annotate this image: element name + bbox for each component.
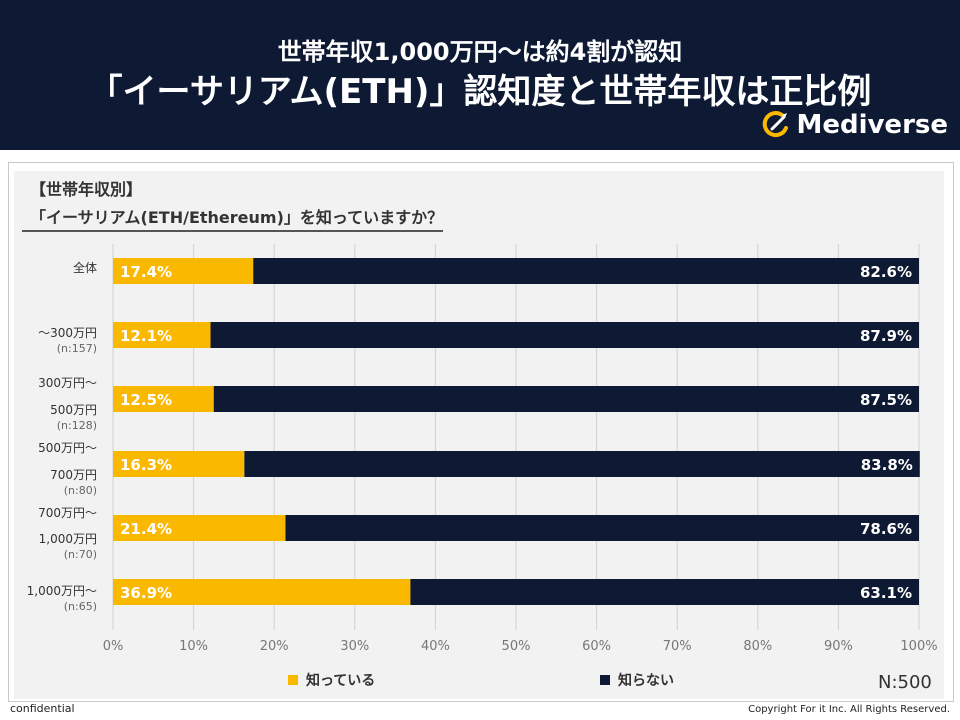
x-tick-label: 10% <box>179 639 208 654</box>
footer-copyright: Copyright For it Inc. All Rights Reserve… <box>748 704 950 715</box>
page-title: 「イーサリアム(ETH)」認知度と世帯年収は正比例 <box>88 72 872 112</box>
category-n-label: (n:70) <box>64 548 97 561</box>
footer-confidential: confidential <box>10 702 75 715</box>
legend-item-unknown: 知らない <box>600 670 674 690</box>
header: 世帯年収1,000万円〜は約4割が認知 「イーサリアム(ETH)」認知度と世帯年… <box>0 0 960 150</box>
x-tick-label: 40% <box>421 639 450 654</box>
rocket-moon-icon <box>763 111 789 138</box>
bar-known <box>113 386 214 412</box>
category-label: 500万円〜 <box>38 441 97 455</box>
category-label: 1,000万円〜 <box>27 584 97 598</box>
category-n-label: (n:65) <box>64 600 97 613</box>
bar-unknown <box>210 322 919 348</box>
data-label-unknown: 78.6% <box>860 520 912 538</box>
category-label: 700万円 <box>50 468 97 482</box>
bar-unknown <box>285 515 919 541</box>
x-tick-label: 20% <box>260 639 289 654</box>
x-tick-label: 0% <box>103 639 124 654</box>
question-text: 「イーサリアム(ETH/Ethereum)」を知っていますか？ <box>22 204 444 232</box>
bar-known <box>113 579 411 605</box>
data-label-unknown: 83.8% <box>861 456 913 474</box>
category-label: 300万円〜 <box>38 376 97 390</box>
chart-frame <box>8 162 954 702</box>
data-label-known: 12.5% <box>120 391 172 409</box>
bar-unknown <box>253 258 919 284</box>
data-label-known: 21.4% <box>120 520 172 538</box>
data-label-unknown: 63.1% <box>860 584 912 602</box>
bar-unknown <box>244 451 920 477</box>
category-n-label: (n:157) <box>57 342 97 355</box>
legend-item-known: 知っている <box>288 670 375 690</box>
category-n-label: (n:80) <box>64 484 97 497</box>
data-label-known: 16.3% <box>120 456 172 474</box>
category-label: 全体 <box>73 260 97 275</box>
category-n-label: (n:128) <box>57 419 97 432</box>
data-label-known: 17.4% <box>120 263 172 281</box>
sample-size: N:500 <box>878 672 932 693</box>
question-label: 【世帯年収別】 <box>30 180 143 199</box>
bar-unknown <box>410 579 919 605</box>
x-tick-label: 90% <box>824 639 853 654</box>
legend-swatch-unknown <box>600 675 610 685</box>
data-label-known: 36.9% <box>120 584 172 602</box>
bar-unknown <box>213 386 919 412</box>
data-label-unknown: 87.5% <box>860 391 912 409</box>
data-label-unknown: 87.9% <box>860 327 912 345</box>
x-tick-label: 100% <box>900 639 937 654</box>
category-label: 500万円 <box>50 403 97 417</box>
x-tick-label: 80% <box>743 639 772 654</box>
bar-known <box>113 258 254 284</box>
category-label: 1,000万円 <box>39 532 97 546</box>
x-tick-label: 60% <box>582 639 611 654</box>
data-label-unknown: 82.6% <box>860 263 912 281</box>
legend-label-known: 知っている <box>306 673 376 689</box>
bar-known <box>113 322 211 348</box>
page-subtitle: 世帯年収1,000万円〜は約4割が認知 <box>277 38 683 66</box>
x-tick-label: 50% <box>502 639 531 654</box>
bar-known <box>113 451 245 477</box>
bar-known <box>113 515 286 541</box>
brand-name: Mediverse <box>796 110 948 140</box>
category-label: 700万円〜 <box>38 506 97 520</box>
data-label-known: 12.1% <box>120 327 172 345</box>
legend-swatch-known <box>288 675 298 685</box>
x-tick-label: 70% <box>663 639 692 654</box>
brand-logo: Mediverse <box>760 110 948 140</box>
legend-label-unknown: 知らない <box>618 673 674 689</box>
category-label: 〜300万円 <box>38 326 97 340</box>
x-tick-label: 30% <box>340 639 369 654</box>
